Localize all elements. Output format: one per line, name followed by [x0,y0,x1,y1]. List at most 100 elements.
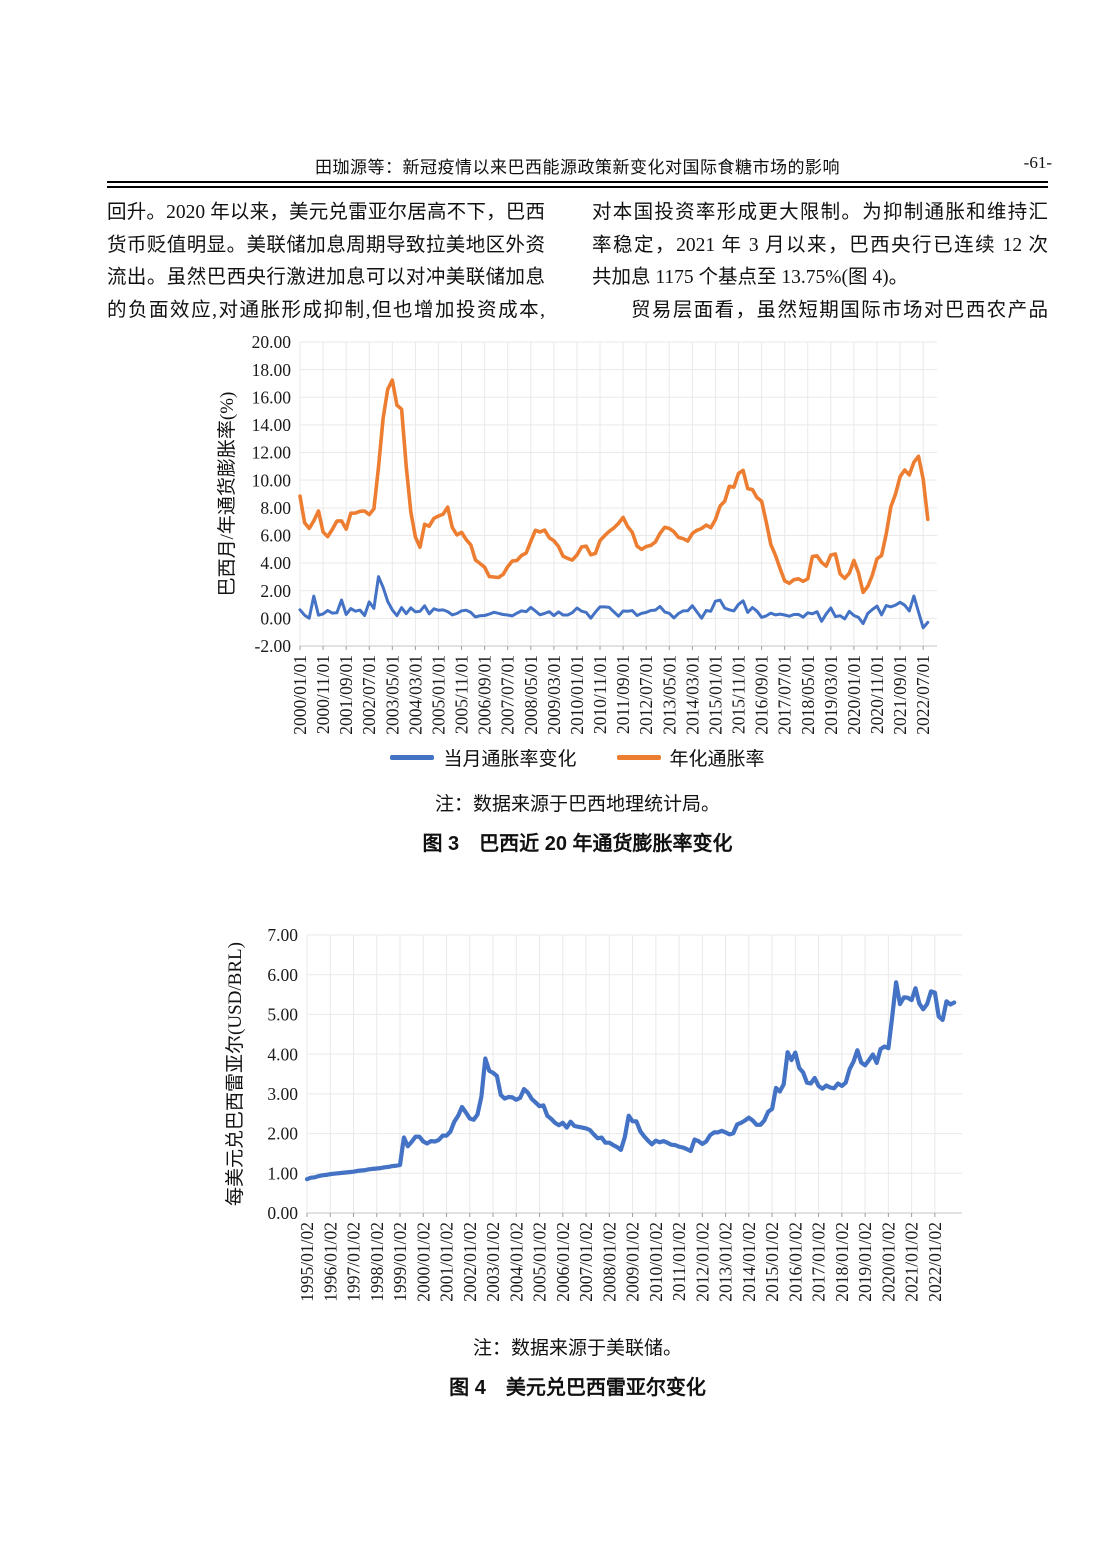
svg-text:1997/01/02: 1997/01/02 [344,1222,364,1302]
figure3-legend: 当月通胀率变化 年化通胀率 [107,744,1048,771]
svg-text:2009/03/01: 2009/03/01 [544,655,564,735]
svg-text:2015/11/01: 2015/11/01 [729,655,749,734]
legend-item-annualized: 年化通胀率 [616,744,765,771]
svg-text:2015/01/01: 2015/01/01 [705,655,725,735]
svg-text:6.00: 6.00 [260,526,291,546]
svg-text:2003/01/02: 2003/01/02 [483,1222,503,1302]
svg-text:2022/01/02: 2022/01/02 [925,1222,945,1302]
svg-text:2016/01/02: 2016/01/02 [785,1222,805,1302]
svg-text:20.00: 20.00 [252,333,292,352]
svg-text:2018/05/01: 2018/05/01 [798,655,818,735]
svg-text:1995/01/02: 1995/01/02 [297,1222,317,1302]
svg-text:7.00: 7.00 [267,925,298,945]
svg-text:2014/03/01: 2014/03/01 [682,655,702,735]
svg-text:6.00: 6.00 [267,965,298,985]
svg-text:2013/05/01: 2013/05/01 [659,655,679,735]
svg-text:2000/01/01: 2000/01/01 [290,655,310,735]
legend-label: 年化通胀率 [669,749,765,770]
text-line: 流出。虽然巴西央行激进加息可以对冲美联储加息 [107,267,545,288]
page-number: -61- [1023,153,1052,172]
svg-text:2002/07/01: 2002/07/01 [359,655,379,735]
svg-text:2021/01/02: 2021/01/02 [902,1222,922,1302]
legend-line-orange-icon [616,755,661,760]
svg-text:1999/01/02: 1999/01/02 [390,1222,410,1302]
svg-text:3.00: 3.00 [267,1084,298,1104]
figure3-note: 注：数据来源于巴西地理统计局。 [434,794,720,815]
svg-text:2010/11/01: 2010/11/01 [590,655,610,734]
body-right-column: 对本国投资率形成更大限制。为抑制通胀和维持汇 率稳定，2021 年 3 月以来，… [592,197,1048,327]
svg-text:1998/01/02: 1998/01/02 [367,1222,387,1302]
svg-text:1.00: 1.00 [267,1163,298,1183]
svg-text:2011/01/02: 2011/01/02 [669,1222,689,1301]
svg-text:4.00: 4.00 [260,553,291,573]
svg-text:2019/03/01: 2019/03/01 [821,655,841,735]
svg-text:2007/01/02: 2007/01/02 [576,1222,596,1302]
svg-text:2015/01/02: 2015/01/02 [762,1222,782,1302]
header-divider [107,181,1048,188]
text-line: 率稳定，2021 年 3 月以来，巴西央行已连续 12 次 [592,234,1048,256]
svg-text:2020/01/01: 2020/01/01 [844,655,864,735]
svg-text:2001/09/01: 2001/09/01 [336,655,356,735]
text-line: 回升。2020 年以来，美元兑雷亚尔居高不下，巴西 [107,202,545,223]
svg-text:2010/01/02: 2010/01/02 [646,1222,666,1302]
svg-text:2004/03/01: 2004/03/01 [405,655,425,735]
svg-text:2017/01/02: 2017/01/02 [809,1222,829,1302]
svg-text:2020/11/01: 2020/11/01 [867,655,887,734]
svg-text:2008/01/02: 2008/01/02 [599,1222,619,1302]
svg-text:2006/01/02: 2006/01/02 [553,1222,573,1302]
legend-label: 当月通胀率变化 [443,749,577,770]
svg-text:2002/01/02: 2002/01/02 [460,1222,480,1302]
figure4-note: 注：数据来源于美联储。 [472,1338,682,1359]
svg-text:2019/01/02: 2019/01/02 [855,1222,875,1302]
svg-text:16.00: 16.00 [252,387,292,407]
svg-text:2012/07/01: 2012/07/01 [636,655,656,735]
svg-text:12.00: 12.00 [252,443,292,463]
svg-text:2020/01/02: 2020/01/02 [878,1222,898,1302]
text-line: 的负面效应,对通胀形成抑制,但也增加投资成本, [107,299,545,321]
svg-text:18.00: 18.00 [252,360,292,380]
svg-text:2021/09/01: 2021/09/01 [890,655,910,735]
svg-text:2.00: 2.00 [260,581,291,601]
svg-text:-2.00: -2.00 [255,636,292,656]
svg-text:2017/07/01: 2017/07/01 [775,655,795,735]
svg-text:2013/01/02: 2013/01/02 [716,1222,736,1302]
svg-text:0.00: 0.00 [260,608,291,628]
svg-text:2007/07/01: 2007/07/01 [498,655,518,735]
svg-text:2001/01/02: 2001/01/02 [437,1222,457,1302]
svg-text:0.00: 0.00 [267,1203,298,1223]
svg-text:2000/11/01: 2000/11/01 [313,655,333,734]
svg-text:1996/01/02: 1996/01/02 [320,1222,340,1302]
svg-text:2012/01/02: 2012/01/02 [692,1222,712,1302]
figure3-caption: 图 3 巴西近 20 年通货膨胀率变化 [422,833,733,855]
legend-line-blue-icon [390,755,435,760]
svg-text:2016/09/01: 2016/09/01 [752,655,772,735]
text-line: 对本国投资率形成更大限制。为抑制通胀和维持汇 [592,202,1048,223]
figure4-chart: 0.00 1.00 2.00 3.00 4.00 5.00 6.00 7.00 1995/01/… [267,925,962,1302]
figure4-caption: 图 4 美元兑巴西雷亚尔变化 [449,1377,706,1399]
text-line: 贸易层面看，虽然短期国际市场对巴西农产品 [631,299,1048,321]
svg-text:10.00: 10.00 [252,470,292,490]
figure3-chart: -2.00 0.00 2.00 4.00 6.00 8.00 10.00 12.00 14.00… [252,333,937,735]
svg-text:2004/01/02: 2004/01/02 [506,1222,526,1302]
text-line: 货币贬值明显。美联储加息周期导致拉美地区外资 [107,234,545,256]
svg-text:2003/05/01: 2003/05/01 [382,655,402,735]
svg-text:8.00: 8.00 [260,498,291,518]
legend-item-monthly: 当月通胀率变化 [390,744,577,771]
svg-text:4.00: 4.00 [267,1044,298,1064]
svg-text:2014/01/02: 2014/01/02 [739,1222,759,1302]
svg-text:5.00: 5.00 [267,1005,298,1025]
svg-text:2011/09/01: 2011/09/01 [613,655,633,734]
svg-text:2000/01/02: 2000/01/02 [413,1222,433,1302]
svg-text:2018/01/02: 2018/01/02 [832,1222,852,1302]
svg-text:2008/05/01: 2008/05/01 [521,655,541,735]
svg-text:2005/11/01: 2005/11/01 [452,655,472,734]
body-left-column: 回升。2020 年以来，美元兑雷亚尔居高不下，巴西 货币贬值明显。美联储加息周期… [107,197,545,327]
svg-text:2010/01/01: 2010/01/01 [567,655,587,735]
svg-text:14.00: 14.00 [252,415,292,435]
text-line: 共加息 1175 个基点至 13.75%(图 4)。 [592,267,909,288]
svg-text:2005/01/02: 2005/01/02 [530,1222,550,1302]
running-header-title: 田珈源等：新冠疫情以来巴西能源政策新变化对国际食糖市场的影响 [315,158,840,177]
svg-text:2005/01/01: 2005/01/01 [428,655,448,735]
svg-text:2009/01/02: 2009/01/02 [623,1222,643,1302]
